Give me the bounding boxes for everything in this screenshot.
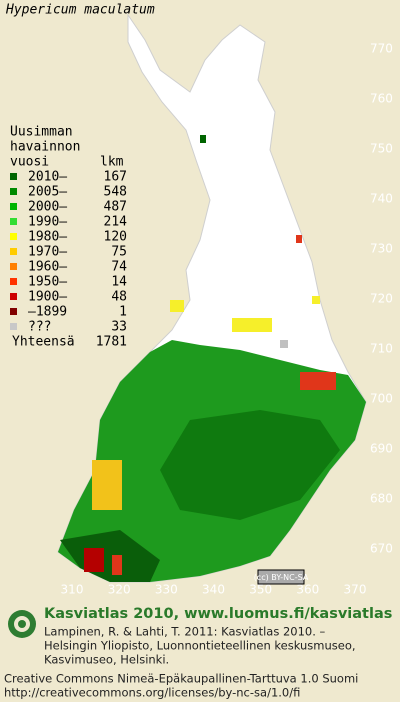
x-grid-label: 360	[296, 583, 319, 597]
legend-heading: vuosi	[10, 155, 49, 170]
legend: Uusimman havainnon vuosi lkm Yhteensä 17…	[10, 125, 127, 350]
legend-count: 1	[119, 305, 127, 320]
legend-swatch	[10, 188, 17, 195]
legend-count: 487	[104, 200, 127, 215]
legend-swatch	[10, 278, 17, 285]
logo	[8, 610, 36, 638]
legend-swatch	[10, 233, 17, 240]
y-grid-label: 680	[370, 492, 393, 506]
legend-count: 167	[104, 170, 127, 185]
x-grid-label: 340	[202, 583, 225, 597]
legend-count-heading: lkm	[100, 155, 124, 170]
legend-period: 1960–	[28, 260, 67, 275]
legend-swatch	[10, 293, 17, 300]
y-grid-label: 750	[370, 142, 393, 156]
legend-period: ???	[28, 320, 51, 335]
legend-count: 214	[104, 215, 128, 230]
legend-count: 74	[111, 260, 127, 275]
legend-period: 2010–	[28, 170, 67, 185]
legend-swatch	[10, 218, 17, 225]
total-value: 1781	[96, 335, 127, 350]
cc-badge: (cc) BY-NC-SA	[254, 569, 309, 585]
legend-count: 75	[111, 245, 127, 260]
legend-period: 1900–	[28, 290, 67, 305]
legend-period: 2000–	[28, 200, 67, 215]
license-badge: (cc) BY-NC-SA	[254, 573, 309, 582]
legend-count: 48	[111, 290, 127, 305]
legend-swatch	[10, 203, 17, 210]
legend-count: 548	[104, 185, 127, 200]
y-grid-label: 770	[370, 42, 393, 56]
legend-period: 1950–	[28, 275, 67, 290]
legend-swatch	[10, 173, 17, 180]
legend-period: 2005–	[28, 185, 67, 200]
x-grid-label: 330	[155, 583, 178, 597]
legend-count: 120	[104, 230, 127, 245]
map-area	[57, 13, 367, 583]
legend-swatch	[10, 323, 17, 330]
legend-swatch	[10, 263, 17, 270]
total-label: Yhteensä	[12, 335, 75, 350]
legend-count: 14	[111, 275, 127, 290]
citation-line: Helsingin Yliopisto, Luonnontieteellinen…	[44, 639, 356, 653]
license-line: Creative Commons Nimeä-Epäkaupallinen-Ta…	[4, 672, 358, 686]
legend-period: 1990–	[28, 215, 67, 230]
x-grid-label: 310	[61, 583, 84, 597]
y-grid-label: 670	[370, 542, 393, 556]
legend-swatch	[10, 308, 17, 315]
y-grid-label: 740	[370, 192, 393, 206]
y-grid-label: 690	[370, 442, 393, 456]
citation-line: Kasvimuseo, Helsinki.	[44, 653, 169, 667]
x-grid-label: 350	[249, 583, 272, 597]
grid-labels: 310 320 330 340 350 360 370 670 680 690 700 710 720 7…	[61, 42, 393, 597]
legend-period: 1970–	[28, 245, 67, 260]
legend-period: –1899	[28, 305, 67, 320]
footer-heading: Kasviatlas 2010, www.luomus.fi/kasviatla…	[44, 606, 392, 622]
y-grid-label: 730	[370, 242, 393, 256]
license-line: http://creativecommons.org/licenses/by-n…	[4, 686, 300, 700]
legend-swatch	[10, 248, 17, 255]
y-grid-label: 760	[370, 92, 393, 106]
y-grid-label: 710	[370, 342, 393, 356]
legend-period: 1980–	[28, 230, 67, 245]
y-grid-label: 700	[370, 392, 393, 406]
legend-heading: Uusimman	[10, 125, 73, 140]
title: Hypericum maculatum	[5, 3, 155, 18]
x-grid-label: 320	[108, 583, 131, 597]
citation-line: Lampinen, R. & Lahti, T. 2011: Kasviatla…	[44, 625, 326, 639]
y-grid-label: 720	[370, 292, 393, 306]
legend-count: 33	[111, 320, 127, 335]
x-grid-label: 370	[344, 583, 367, 597]
legend-heading: havainnon	[10, 140, 80, 155]
